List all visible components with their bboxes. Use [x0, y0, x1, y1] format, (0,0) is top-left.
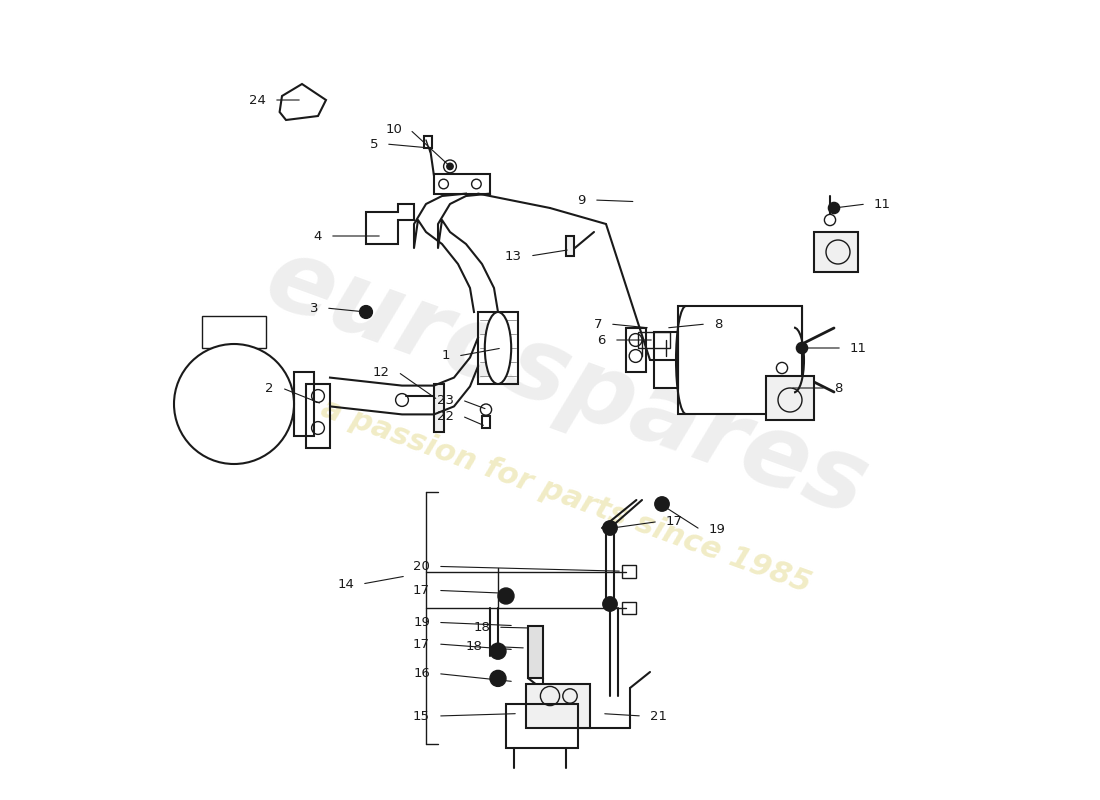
Text: 19: 19: [414, 616, 430, 629]
Circle shape: [490, 643, 506, 659]
Text: a passion for parts since 1985: a passion for parts since 1985: [317, 394, 815, 598]
Bar: [306, 384, 330, 448]
Circle shape: [498, 588, 514, 604]
Circle shape: [174, 344, 294, 464]
Text: 1: 1: [441, 350, 450, 362]
Bar: [566, 236, 574, 256]
Circle shape: [603, 521, 617, 535]
Bar: [626, 328, 646, 372]
Circle shape: [447, 163, 453, 170]
Text: 15: 15: [412, 710, 430, 722]
Text: 19: 19: [708, 523, 725, 536]
Text: 6: 6: [597, 334, 606, 346]
Text: eurospares: eurospares: [252, 230, 880, 538]
Text: 5: 5: [370, 138, 378, 150]
Text: 8: 8: [834, 382, 843, 394]
Bar: [638, 332, 670, 348]
Bar: [478, 312, 518, 384]
Text: 17: 17: [666, 515, 683, 528]
Text: 23: 23: [437, 394, 454, 406]
Text: 17: 17: [412, 584, 430, 597]
Text: 21: 21: [650, 710, 667, 722]
Bar: [766, 376, 814, 420]
Bar: [654, 332, 678, 388]
Polygon shape: [279, 84, 326, 120]
Polygon shape: [366, 204, 414, 244]
Text: 4: 4: [314, 230, 322, 242]
Text: 7: 7: [594, 318, 602, 330]
Text: 12: 12: [373, 366, 390, 378]
Circle shape: [490, 670, 506, 686]
Bar: [528, 626, 542, 678]
Text: 20: 20: [414, 560, 430, 573]
Text: 2: 2: [265, 382, 274, 394]
Circle shape: [603, 597, 617, 611]
Bar: [678, 306, 802, 414]
Bar: [294, 372, 313, 436]
Bar: [482, 416, 490, 428]
Circle shape: [360, 306, 373, 318]
Text: 9: 9: [578, 194, 586, 206]
Bar: [621, 602, 637, 614]
Circle shape: [796, 342, 807, 354]
Text: 24: 24: [249, 94, 266, 106]
Text: 11: 11: [874, 198, 891, 210]
Text: 22: 22: [437, 410, 454, 422]
Text: 8: 8: [714, 318, 723, 330]
Text: 18: 18: [465, 640, 482, 653]
Text: 16: 16: [414, 667, 430, 680]
Text: 17: 17: [412, 638, 430, 650]
Bar: [434, 174, 490, 194]
Bar: [814, 232, 858, 272]
Text: 13: 13: [505, 250, 522, 262]
Ellipse shape: [485, 312, 512, 384]
Text: 3: 3: [309, 302, 318, 314]
Text: 18: 18: [473, 621, 490, 634]
Bar: [506, 704, 578, 748]
Bar: [425, 136, 432, 148]
Bar: [434, 384, 443, 432]
Circle shape: [828, 202, 839, 214]
Text: 11: 11: [850, 342, 867, 354]
Bar: [621, 565, 637, 578]
Bar: [202, 316, 266, 348]
Circle shape: [654, 497, 669, 511]
Bar: [526, 684, 590, 728]
Text: 14: 14: [337, 578, 354, 590]
Text: 10: 10: [385, 123, 402, 136]
